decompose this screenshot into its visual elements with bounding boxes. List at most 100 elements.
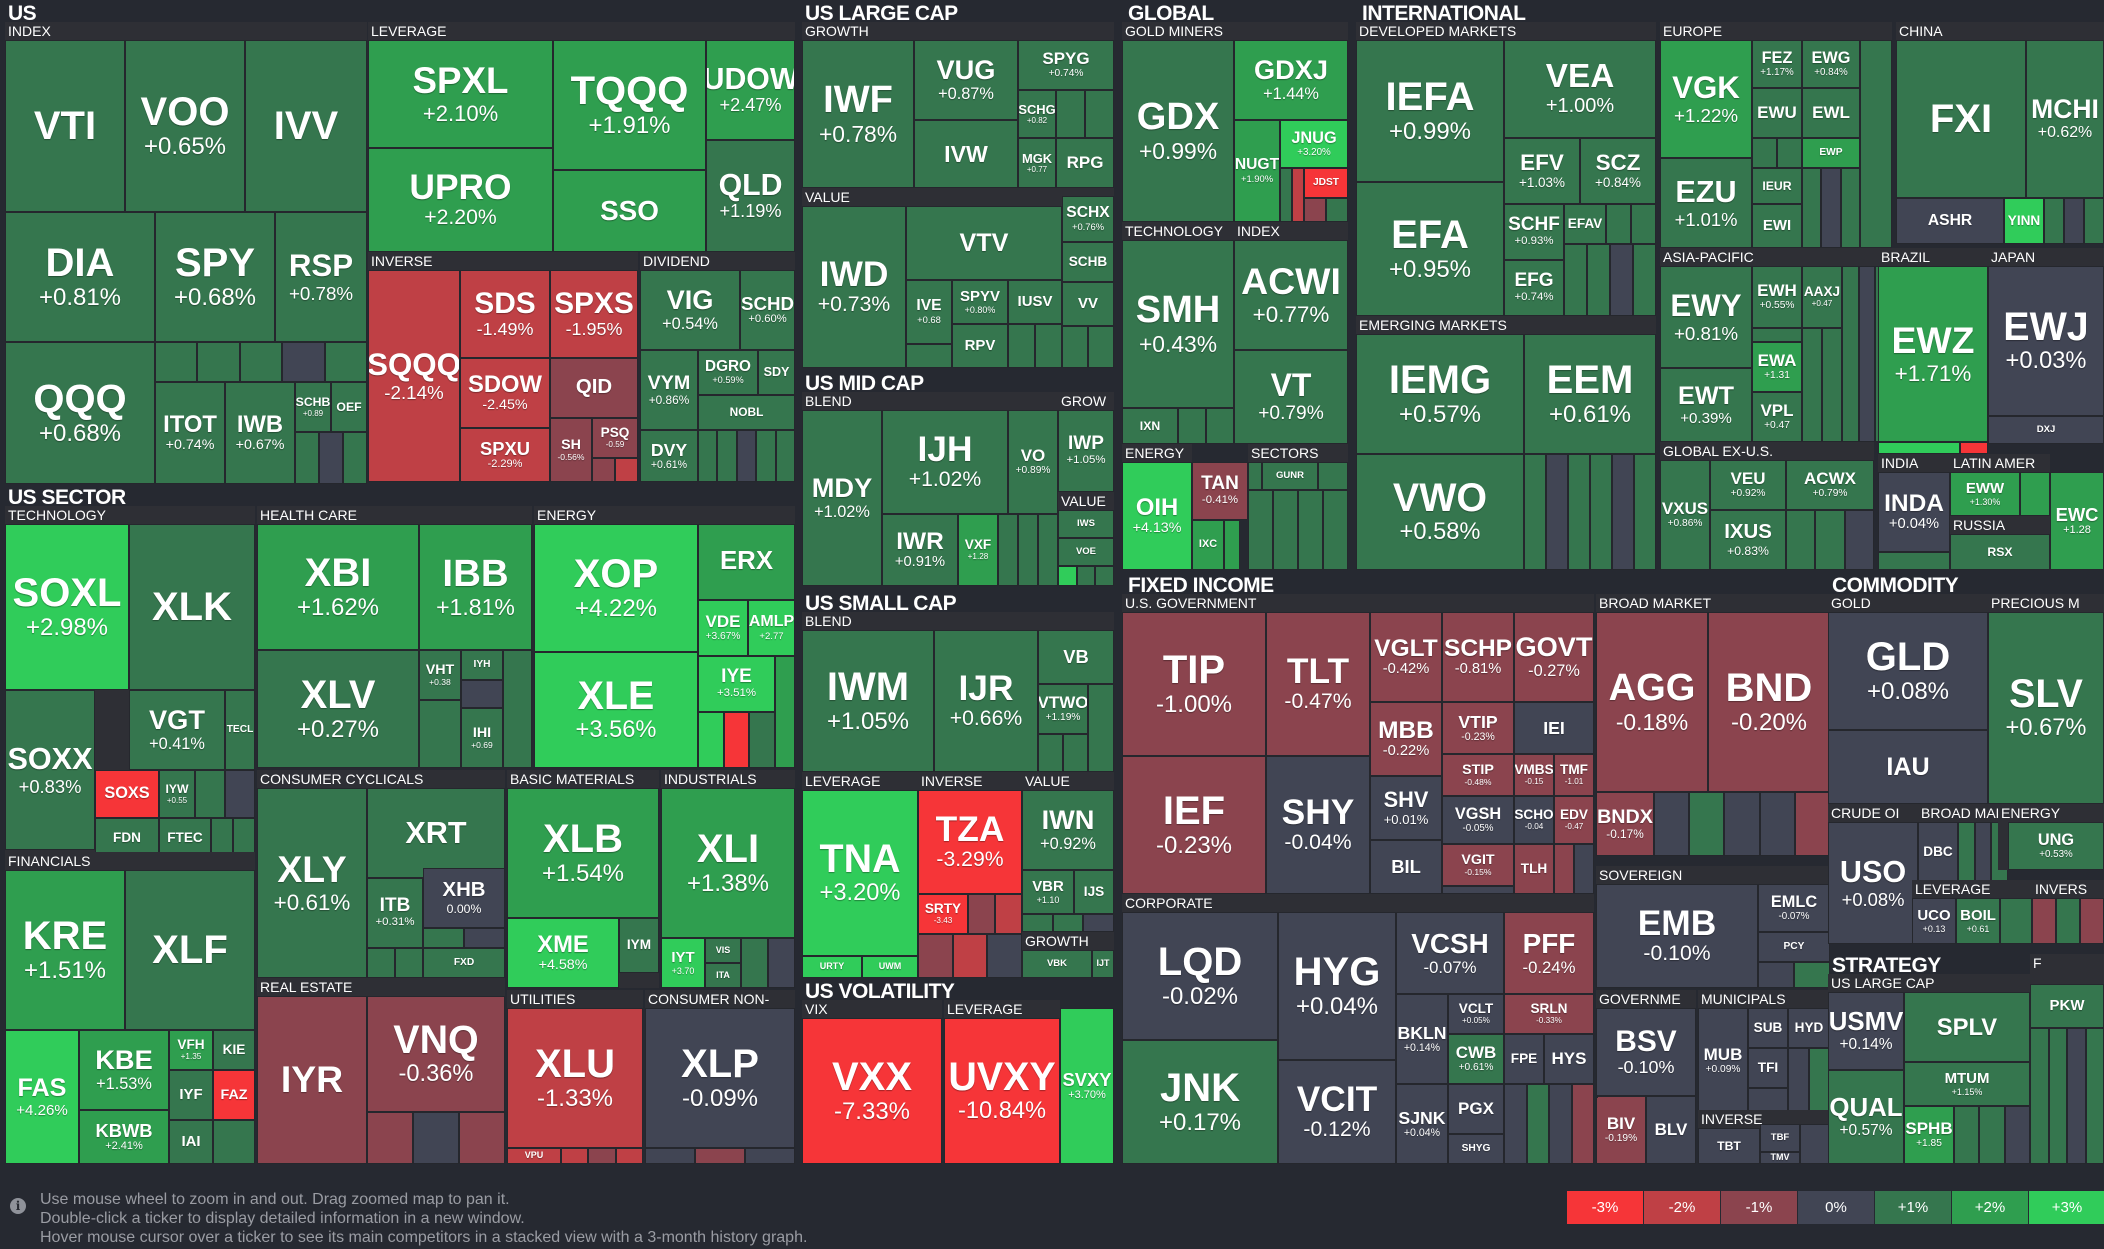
tile-rpv[interactable]: RPV bbox=[952, 324, 1008, 368]
minor-etf-tile[interactable] bbox=[952, 934, 988, 978]
tile-xlb[interactable]: XLB +1.54% bbox=[507, 788, 659, 918]
minor-etf-tile[interactable] bbox=[1549, 1084, 1572, 1164]
minor-etf-tile[interactable] bbox=[1442, 886, 1514, 894]
tile-nugt[interactable]: NUGT +1.90% bbox=[1234, 120, 1280, 222]
minor-etf-tile[interactable] bbox=[413, 1112, 459, 1164]
minor-etf-tile[interactable] bbox=[1974, 822, 1992, 884]
minor-etf-tile[interactable] bbox=[1280, 168, 1292, 222]
tile-xly[interactable]: XLY +0.61% bbox=[257, 788, 367, 978]
tile-ezu[interactable]: EZU +1.01% bbox=[1660, 158, 1752, 248]
tile-uco[interactable]: UCO +0.13 bbox=[1912, 898, 1956, 944]
minor-etf-tile[interactable] bbox=[1568, 454, 1590, 570]
minor-etf-tile[interactable] bbox=[1574, 844, 1594, 894]
tile-dxj[interactable]: DXJ bbox=[1988, 416, 2104, 444]
minor-etf-tile[interactable] bbox=[2084, 198, 2104, 244]
tile-ewh[interactable]: EWH +0.55% bbox=[1752, 266, 1802, 328]
minor-etf-tile[interactable] bbox=[1546, 454, 1568, 570]
tile-ewp[interactable]: EWP bbox=[1802, 138, 1860, 168]
tile-srln[interactable]: SRLN -0.33% bbox=[1504, 994, 1594, 1034]
tile-gdxj[interactable]: GDXJ +1.44% bbox=[1234, 40, 1348, 120]
minor-etf-tile[interactable] bbox=[1085, 90, 1114, 138]
tile-vht[interactable]: VHT +0.38 bbox=[419, 650, 461, 700]
minor-etf-tile[interactable] bbox=[419, 700, 461, 768]
tile-iye[interactable]: IYE +3.51% bbox=[698, 656, 775, 712]
tile-vtwo[interactable]: VTWO +1.19% bbox=[1038, 684, 1088, 734]
tile-tecl[interactable]: TECL bbox=[225, 690, 255, 770]
tile-ive[interactable]: IVE +0.68 bbox=[906, 280, 952, 344]
tile-iyf[interactable]: IYF bbox=[169, 1070, 213, 1120]
tile-xbi[interactable]: XBI +1.62% bbox=[257, 524, 419, 650]
tile-vde[interactable]: VDE +3.67% bbox=[698, 600, 748, 656]
tile-iwb[interactable]: IWB +0.67% bbox=[225, 382, 295, 484]
minor-etf-tile[interactable] bbox=[968, 894, 995, 934]
tile-iws[interactable]: IWS bbox=[1058, 510, 1114, 538]
tile-vglt[interactable]: VGLT -0.42% bbox=[1370, 612, 1442, 702]
tile-eem[interactable]: EEM +0.61% bbox=[1524, 334, 1656, 454]
minor-etf-tile[interactable] bbox=[1822, 328, 1842, 442]
tile-ihi[interactable]: IHI +0.69 bbox=[461, 708, 503, 768]
minor-etf-tile[interactable] bbox=[1323, 490, 1348, 570]
minor-etf-tile[interactable] bbox=[1821, 168, 1841, 248]
tile-ewt[interactable]: EWT +0.39% bbox=[1660, 368, 1752, 442]
tile-vtv[interactable]: VTV bbox=[906, 206, 1062, 280]
tile-ewj[interactable]: EWJ +0.03% bbox=[1988, 266, 2104, 416]
minor-etf-tile[interactable] bbox=[1958, 822, 1975, 884]
tile-ewg[interactable]: EWG +0.84% bbox=[1802, 40, 1860, 88]
minor-etf-tile[interactable] bbox=[195, 770, 225, 818]
minor-etf-tile[interactable] bbox=[615, 1148, 643, 1164]
tile-svxy[interactable]: SVXY +3.70% bbox=[1060, 1008, 1114, 1164]
tile-sdy[interactable]: SDY bbox=[758, 350, 795, 395]
tile-oef[interactable]: OEF bbox=[331, 382, 367, 432]
tile-vgk[interactable]: VGK +1.22% bbox=[1660, 40, 1752, 158]
tile-ixus[interactable]: IXUS +0.83% bbox=[1710, 510, 1786, 570]
minor-etf-tile[interactable] bbox=[1844, 510, 1874, 570]
tile-ashr[interactable]: ASHR bbox=[1896, 198, 2004, 244]
tile-qqq[interactable]: QQQ +0.68% bbox=[5, 342, 155, 484]
minor-etf-tile[interactable] bbox=[1758, 962, 1794, 988]
minor-etf-tile[interactable] bbox=[775, 656, 795, 768]
tile-vxx[interactable]: VXX -7.33% bbox=[802, 1018, 942, 1164]
tile-jdst[interactable]: JDST bbox=[1304, 168, 1348, 198]
tile-faz[interactable]: FAZ bbox=[213, 1070, 255, 1120]
tile-soxx[interactable]: SOXX +0.83% bbox=[5, 690, 95, 850]
tile-spxu[interactable]: SPXU -2.29% bbox=[460, 428, 550, 482]
tile-iwm[interactable]: IWM +1.05% bbox=[802, 630, 934, 772]
tile-ijr[interactable]: IJR +0.66% bbox=[934, 630, 1038, 772]
minor-etf-tile[interactable] bbox=[1063, 734, 1088, 772]
tile-ewc[interactable]: EWC +1.28 bbox=[2050, 472, 2104, 570]
tile-mchi[interactable]: MCHI +0.62% bbox=[2026, 40, 2104, 198]
tile-hyg[interactable]: HYG +0.04% bbox=[1278, 912, 1396, 1060]
minor-etf-tile[interactable] bbox=[1564, 244, 1587, 316]
minor-etf-tile[interactable] bbox=[1587, 244, 1610, 316]
tile-ijt[interactable]: IJT bbox=[1092, 950, 1114, 978]
minor-etf-tile[interactable] bbox=[464, 928, 505, 948]
minor-etf-tile[interactable] bbox=[1326, 198, 1348, 222]
tile-iei[interactable]: IEI bbox=[1514, 702, 1594, 754]
tile-aaxj[interactable]: AAXJ +0.47 bbox=[1802, 266, 1842, 328]
minor-etf-tile[interactable] bbox=[2064, 198, 2084, 244]
tile-vmbs[interactable]: VMBS -0.15 bbox=[1514, 754, 1554, 796]
minor-etf-tile[interactable] bbox=[1273, 490, 1298, 570]
tile-bnd[interactable]: BND -0.20% bbox=[1708, 612, 1830, 792]
minor-etf-tile[interactable] bbox=[906, 344, 952, 368]
tile-spxl[interactable]: SPXL +2.10% bbox=[368, 40, 553, 148]
minor-etf-tile[interactable] bbox=[1248, 490, 1273, 570]
minor-etf-tile[interactable] bbox=[1590, 454, 1612, 570]
tile-soxl[interactable]: SOXL +2.98% bbox=[5, 524, 129, 690]
tile-spyv[interactable]: SPYV +0.80% bbox=[952, 280, 1008, 324]
tile-qld[interactable]: QLD +1.19% bbox=[706, 140, 795, 252]
minor-etf-tile[interactable] bbox=[1878, 552, 1950, 570]
minor-etf-tile[interactable] bbox=[1800, 1124, 1830, 1164]
tile-ftec[interactable]: FTEC bbox=[159, 818, 211, 858]
minor-etf-tile[interactable] bbox=[588, 1148, 616, 1164]
tile-xlk[interactable]: XLK bbox=[129, 524, 255, 690]
minor-etf-tile[interactable] bbox=[1571, 1084, 1594, 1164]
tile-stip[interactable]: STIP -0.48% bbox=[1442, 754, 1514, 796]
tile-iyr[interactable]: IYR bbox=[257, 996, 367, 1164]
minor-etf-tile[interactable] bbox=[698, 712, 724, 768]
tile-emlc[interactable]: EMLC -0.07% bbox=[1758, 884, 1830, 932]
minor-etf-tile[interactable] bbox=[1860, 40, 1892, 248]
tile-tip[interactable]: TIP -1.00% bbox=[1122, 612, 1266, 756]
minor-etf-tile[interactable] bbox=[615, 458, 638, 482]
tile-usmv[interactable]: USMV +0.14% bbox=[1828, 992, 1904, 1070]
